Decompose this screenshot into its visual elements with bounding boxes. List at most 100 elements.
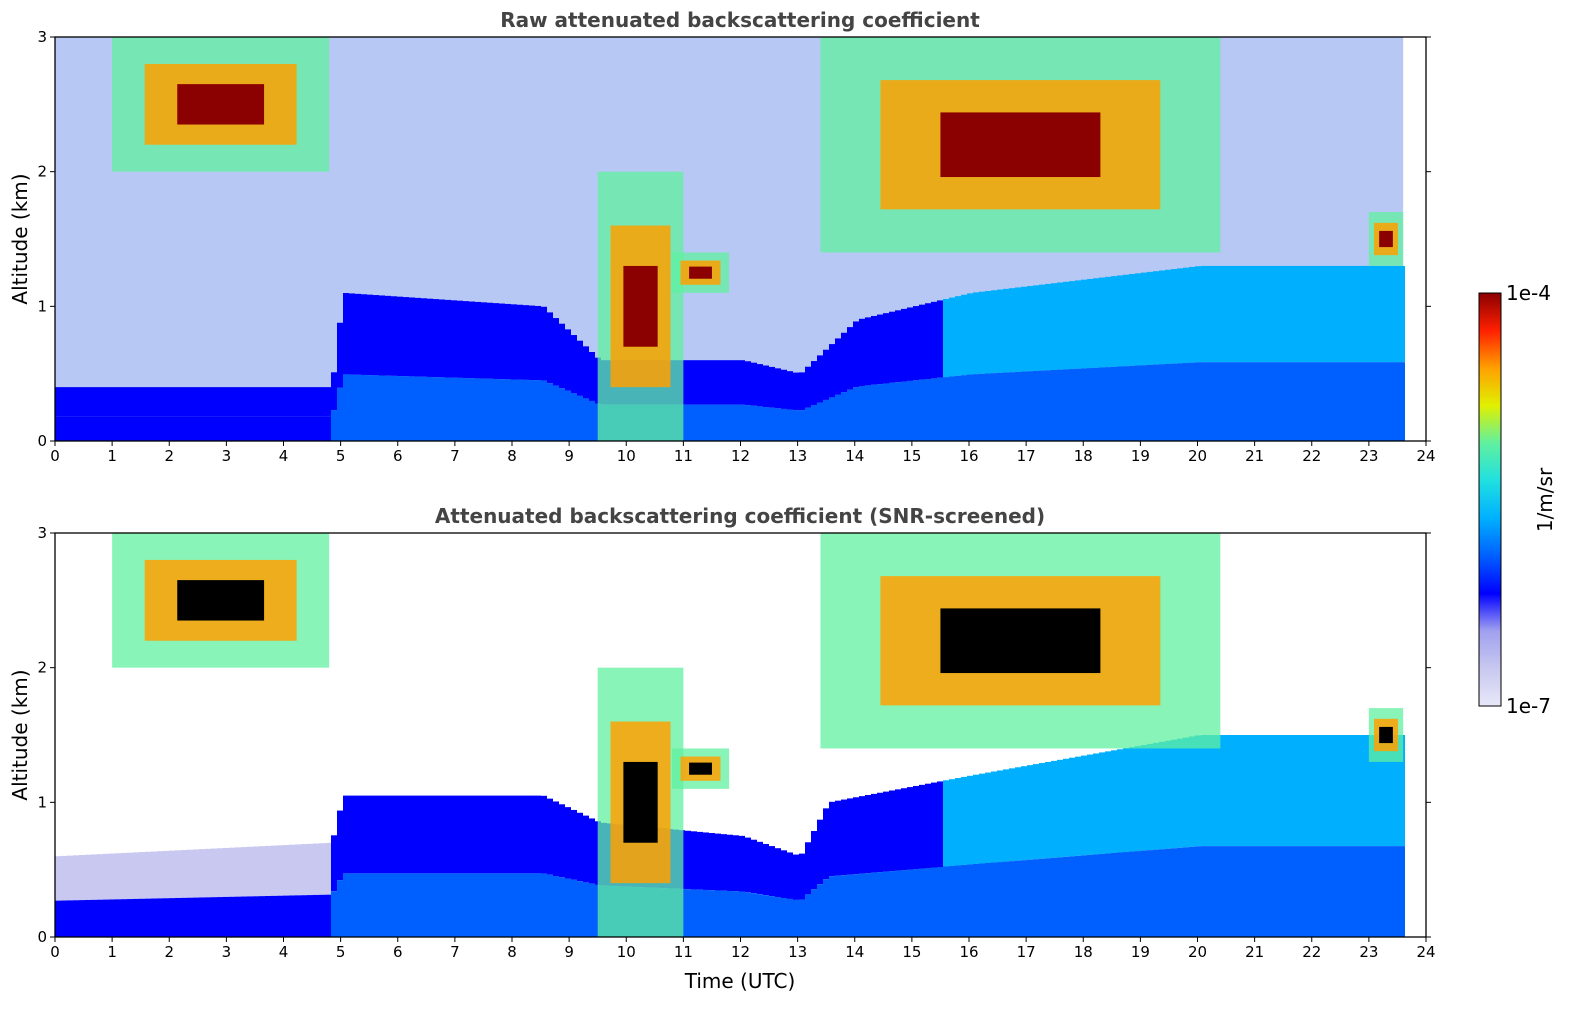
x-tick: 3: [222, 441, 231, 465]
svg-text:24: 24: [1416, 447, 1435, 465]
x-tick: 6: [393, 441, 403, 465]
boundary-layer-column: [409, 795, 415, 937]
svg-text:23: 23: [1359, 447, 1378, 465]
boundary-layer-column: [859, 796, 865, 937]
boundary-layer-column: [331, 372, 337, 441]
boundary-layer-column: [181, 387, 187, 441]
boundary-layer-column: [1117, 749, 1123, 937]
boundary-layer-column: [1189, 266, 1195, 441]
boundary-layer-column: [1009, 768, 1015, 937]
boundary-layer-column: [55, 387, 61, 441]
boundary-layer-column: [955, 296, 961, 441]
boundary-layer-column: [1201, 735, 1207, 937]
boundary-layer-column: [949, 779, 955, 937]
boundary-layer-column: [157, 851, 163, 937]
svg-text:7: 7: [450, 943, 460, 961]
boundary-layer-column: [1129, 274, 1135, 441]
boundary-layer-column: [991, 290, 997, 441]
boundary-layer-column: [1165, 269, 1171, 441]
boundary-layer-column: [1285, 735, 1291, 937]
boundary-layer-column: [1039, 284, 1045, 441]
boundary-layer-column: [1117, 275, 1123, 441]
boundary-layer-column: [1345, 265, 1351, 441]
boundary-layer-column: [385, 795, 391, 937]
svg-text:4: 4: [279, 943, 289, 961]
svg-text:19: 19: [1131, 943, 1150, 961]
boundary-layer-column: [805, 366, 811, 441]
boundary-layer-column: [451, 795, 457, 937]
boundary-layer-column: [835, 800, 841, 937]
boundary-layer-column: [1171, 269, 1177, 441]
x-tick: 10: [617, 441, 636, 465]
boundary-layer-column: [1255, 735, 1261, 937]
boundary-layer-column: [457, 795, 463, 937]
boundary-layer-column: [565, 329, 571, 441]
boundary-layer-column: [1327, 265, 1333, 441]
x-tick: 12: [731, 441, 750, 465]
boundary-layer-column: [805, 842, 811, 937]
boundary-layer-column: [1027, 286, 1033, 441]
boundary-layer-column: [925, 303, 931, 441]
boundary-layer-column: [97, 854, 103, 937]
boundary-layer-column: [541, 795, 547, 937]
boundary-layer-column: [205, 387, 211, 441]
boundary-layer-column: [175, 850, 181, 937]
boundary-layer-column: [1207, 265, 1213, 441]
svg-text:15: 15: [902, 447, 921, 465]
x-tick: 16: [959, 937, 979, 961]
boundary-layer-column: [403, 297, 409, 441]
boundary-layer-column: [169, 387, 175, 441]
boundary-layer-column: [691, 831, 697, 937]
svg-text:0: 0: [50, 447, 60, 465]
boundary-layer-column: [997, 289, 1003, 441]
boundary-layer-column: [277, 387, 283, 441]
raw-y-axis: 0 1 2 3: [37, 28, 1431, 450]
svg-text:6: 6: [393, 943, 403, 961]
boundary-layer-column: [883, 791, 889, 937]
x-tick: 15: [902, 441, 921, 465]
svg-text:19: 19: [1131, 447, 1150, 465]
boundary-layer-column: [1213, 265, 1219, 441]
boundary-layer-column: [139, 387, 145, 441]
boundary-layer-column: [355, 293, 361, 441]
boundary-layer-column: [1081, 755, 1087, 937]
boundary-layer-column: [811, 830, 817, 937]
boundary-layer-column: [211, 848, 217, 937]
boundary-layer-column: [1327, 735, 1333, 937]
boundary-layer-column: [1249, 735, 1255, 937]
raw-cloud-layers: [112, 37, 1404, 441]
boundary-layer-column: [883, 313, 889, 441]
boundary-layer-column: [1237, 265, 1243, 441]
boundary-layer-column: [871, 793, 877, 937]
boundary-layer-column: [829, 344, 835, 441]
boundary-layer-column: [1381, 265, 1387, 441]
boundary-layer-column: [1291, 735, 1297, 937]
x-tick: 14: [845, 441, 864, 465]
boundary-layer-column: [877, 792, 883, 937]
svg-text:3: 3: [37, 28, 47, 46]
boundary-layer-column: [847, 327, 853, 441]
x-axis-label: Time (UTC): [684, 969, 796, 993]
raw-backscatter-panel: Raw attenuated backscattering coefficien…: [8, 8, 1436, 465]
boundary-layer-column: [907, 787, 913, 937]
boundary-layer-column: [727, 834, 733, 937]
svg-text:17: 17: [1017, 447, 1036, 465]
boundary-layer-column: [265, 845, 271, 937]
boundary-layer-column: [685, 360, 691, 441]
boundary-layer-column: [481, 795, 487, 937]
boundary-layer-column: [1351, 735, 1357, 937]
boundary-layer-column: [355, 795, 361, 937]
boundary-layer-column: [1111, 276, 1117, 441]
boundary-layer-column: [511, 795, 517, 937]
svg-text:8: 8: [507, 943, 517, 961]
boundary-layer-column: [1201, 265, 1207, 441]
boundary-layer-column: [769, 846, 775, 937]
boundary-layer-column: [1309, 265, 1315, 441]
boundary-layer-column: [1231, 735, 1237, 937]
boundary-layer-column: [1099, 752, 1105, 937]
cloud-layer: [1368, 212, 1404, 266]
boundary-layer-column: [1159, 270, 1165, 441]
boundary-layer-column: [1021, 286, 1027, 441]
boundary-layer-column: [1183, 737, 1189, 937]
boundary-layer-column: [337, 322, 343, 441]
